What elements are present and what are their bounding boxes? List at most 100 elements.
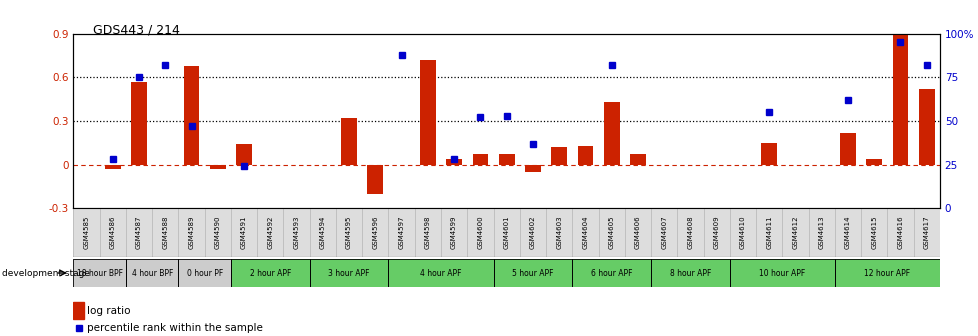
Text: GSM4593: GSM4593 (293, 216, 299, 249)
Text: 2 hour APF: 2 hour APF (249, 268, 290, 278)
Text: GSM4594: GSM4594 (320, 216, 326, 249)
Text: GSM4588: GSM4588 (162, 216, 168, 249)
Bar (519, 208, 546, 257)
Bar (761, 143, 777, 165)
Bar (861, 208, 886, 257)
Text: GSM4606: GSM4606 (635, 216, 641, 250)
Text: GSM4599: GSM4599 (451, 216, 457, 249)
Bar (781, 208, 808, 257)
Bar (603, 102, 619, 165)
Bar (524, 165, 540, 172)
Bar (231, 259, 309, 287)
Text: GSM4585: GSM4585 (83, 216, 89, 249)
Bar (892, 29, 908, 165)
Bar (912, 208, 939, 257)
Text: 6 hour APF: 6 hour APF (591, 268, 632, 278)
Bar (493, 208, 519, 257)
Text: GSM4586: GSM4586 (110, 216, 115, 249)
Bar (362, 208, 388, 257)
Bar (236, 144, 251, 165)
Bar (729, 208, 755, 257)
Text: log ratio: log ratio (87, 306, 131, 316)
Bar (100, 208, 126, 257)
Bar (184, 66, 200, 165)
Text: GSM4590: GSM4590 (214, 216, 221, 249)
Bar (493, 259, 572, 287)
Text: GSM4611: GSM4611 (766, 216, 772, 250)
Bar (446, 159, 462, 165)
Bar (834, 208, 861, 257)
Text: GSM4587: GSM4587 (136, 216, 142, 249)
Text: GSM4608: GSM4608 (687, 216, 692, 250)
Bar (440, 208, 467, 257)
Bar (209, 165, 226, 169)
Text: percentile rank within the sample: percentile rank within the sample (87, 323, 263, 333)
Bar (551, 147, 566, 165)
Bar (284, 208, 309, 257)
Text: GSM4615: GSM4615 (870, 216, 876, 249)
Bar (341, 118, 357, 165)
Text: GSM4605: GSM4605 (608, 216, 614, 249)
Text: GSM4612: GSM4612 (791, 216, 798, 249)
Text: GSM4610: GSM4610 (739, 216, 745, 250)
Text: GSM4591: GSM4591 (241, 216, 246, 249)
Bar (630, 155, 645, 165)
Bar (866, 159, 881, 165)
Bar (388, 259, 493, 287)
Text: 3 hour APF: 3 hour APF (328, 268, 370, 278)
Bar (703, 208, 729, 257)
Bar (572, 259, 650, 287)
Text: GSM4589: GSM4589 (189, 216, 195, 249)
Bar (598, 208, 624, 257)
Bar (677, 208, 703, 257)
Bar (126, 259, 178, 287)
Bar (73, 208, 100, 257)
Bar (572, 208, 598, 257)
Text: GSM4609: GSM4609 (713, 216, 719, 250)
Text: development stage: development stage (2, 268, 90, 278)
Bar (131, 82, 147, 165)
Text: 10 hour APF: 10 hour APF (758, 268, 805, 278)
Text: GSM4595: GSM4595 (346, 216, 352, 249)
Text: GSM4598: GSM4598 (424, 216, 430, 249)
Bar (624, 208, 650, 257)
Text: 18 hour BPF: 18 hour BPF (76, 268, 122, 278)
Bar (498, 155, 514, 165)
Bar (729, 259, 834, 287)
Bar (335, 208, 362, 257)
Bar (650, 259, 729, 287)
Bar (650, 208, 677, 257)
Text: GSM4602: GSM4602 (529, 216, 535, 249)
Bar (257, 208, 284, 257)
Bar (839, 133, 855, 165)
Bar (73, 302, 84, 319)
Bar (472, 155, 488, 165)
Bar (105, 165, 120, 169)
Text: GDS443 / 214: GDS443 / 214 (93, 24, 180, 37)
Text: 12 hour APF: 12 hour APF (864, 268, 910, 278)
Bar (467, 208, 493, 257)
Bar (577, 146, 593, 165)
Bar (886, 208, 912, 257)
Bar (808, 208, 834, 257)
Text: GSM4613: GSM4613 (818, 216, 823, 250)
Text: 4 hour APF: 4 hour APF (420, 268, 462, 278)
Bar (178, 208, 204, 257)
Bar (388, 208, 415, 257)
Text: 5 hour APF: 5 hour APF (511, 268, 554, 278)
Text: GSM4607: GSM4607 (660, 216, 666, 250)
Bar (367, 165, 382, 194)
Bar (420, 60, 435, 165)
Bar (755, 208, 781, 257)
Text: 8 hour APF: 8 hour APF (669, 268, 710, 278)
Bar (546, 208, 572, 257)
Bar (309, 208, 335, 257)
Text: GSM4597: GSM4597 (398, 216, 404, 249)
Text: GSM4601: GSM4601 (503, 216, 510, 250)
Bar (231, 208, 257, 257)
Text: GSM4592: GSM4592 (267, 216, 273, 249)
Bar (834, 259, 939, 287)
Bar (152, 208, 178, 257)
Bar (918, 89, 934, 165)
Text: GSM4616: GSM4616 (897, 216, 903, 250)
